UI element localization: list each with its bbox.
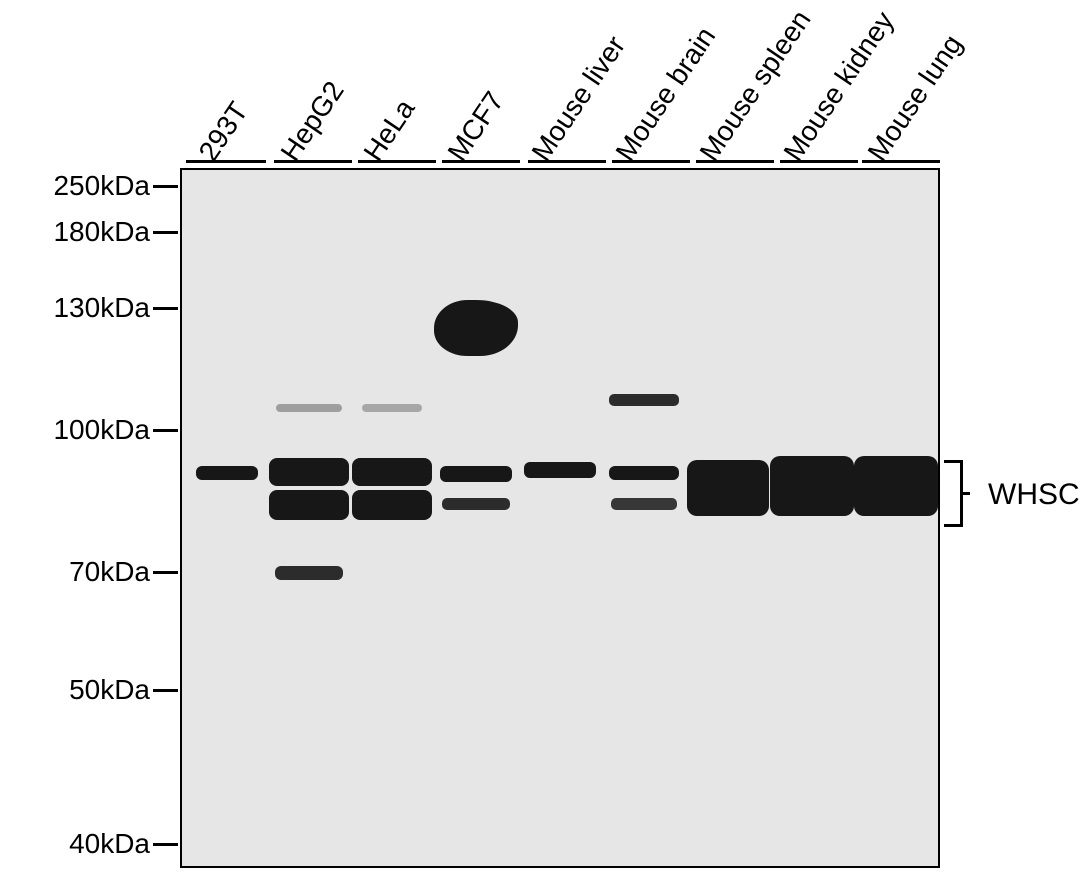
wb-band — [196, 466, 258, 480]
lane-underline — [696, 160, 774, 163]
lane-underline — [612, 160, 690, 163]
marker-label: 40kDa — [40, 828, 150, 860]
marker-label: 70kDa — [40, 556, 150, 588]
wb-band — [276, 404, 342, 412]
marker-tick — [153, 689, 178, 692]
wb-band — [434, 300, 518, 356]
marker-label: 130kDa — [40, 292, 150, 324]
wb-band — [687, 460, 769, 516]
lane-underline — [274, 160, 352, 163]
wb-band — [352, 490, 432, 520]
lane-label: HeLa — [357, 94, 421, 167]
wb-band — [609, 466, 679, 480]
marker-label: 180kDa — [40, 216, 150, 248]
bracket-arm — [944, 460, 960, 463]
marker-tick — [153, 429, 178, 432]
bracket-arm — [963, 492, 970, 495]
marker-tick — [153, 843, 178, 846]
marker-tick — [153, 571, 178, 574]
marker-label: 50kDa — [40, 674, 150, 706]
marker-label: 100kDa — [40, 414, 150, 446]
marker-tick — [153, 231, 178, 234]
wb-band — [362, 404, 422, 412]
marker-tick — [153, 307, 178, 310]
figure-container: 293THepG2HeLaMCF7Mouse liverMouse brainM… — [0, 0, 1080, 886]
lane-underline — [528, 160, 606, 163]
lane-underline — [358, 160, 436, 163]
wb-band — [442, 498, 510, 510]
bracket-arm — [944, 524, 960, 527]
marker-label: 250kDa — [40, 170, 150, 202]
wb-band — [611, 498, 677, 510]
target-label: WHSC1L1 — [988, 478, 1080, 512]
wb-band — [275, 566, 343, 580]
wb-band — [524, 462, 596, 478]
wb-band — [609, 394, 679, 406]
wb-band — [269, 490, 349, 520]
wb-band — [269, 458, 349, 486]
lane-underline — [442, 160, 520, 163]
lane-label: MCF7 — [441, 86, 510, 167]
wb-band — [440, 466, 512, 482]
lane-label: 293T — [192, 96, 254, 167]
lane-label: HepG2 — [274, 76, 350, 167]
wb-band — [770, 456, 854, 516]
lane-underline — [862, 160, 940, 163]
wb-band — [352, 458, 432, 486]
lane-underline — [780, 160, 858, 163]
wb-band — [854, 456, 938, 516]
marker-tick — [153, 185, 178, 188]
lane-underline — [186, 160, 266, 163]
